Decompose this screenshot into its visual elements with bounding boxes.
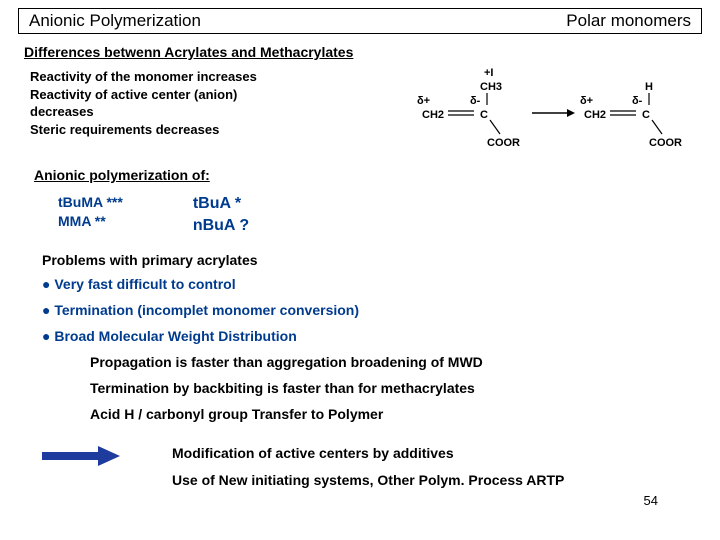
chemical-diagram: +I CH3 δ+ δ- CH2 C COOR H δ+ δ- CH2 C CO… xyxy=(412,64,692,159)
arrow-icon xyxy=(42,446,122,466)
header-left: Anionic Polymerization xyxy=(29,11,201,31)
reactivity-line: decreases xyxy=(30,103,257,121)
svg-text:C: C xyxy=(480,109,488,121)
svg-text:CH2: CH2 xyxy=(584,109,606,121)
monomer-col-2: tBuA * nBuA ? xyxy=(193,193,249,236)
monomer-col-1: tBuMA *** MMA ** xyxy=(58,193,123,236)
svg-text:+I: +I xyxy=(484,67,493,79)
header-box: Anionic Polymerization Polar monomers xyxy=(18,8,702,34)
bullet-item: ● Very fast difficult to control xyxy=(42,276,702,292)
monomer-item: tBuMA *** xyxy=(58,193,123,212)
molecule-svg: +I CH3 δ+ δ- CH2 C COOR H δ+ δ- CH2 C CO… xyxy=(412,64,692,154)
svg-text:δ-: δ- xyxy=(470,95,481,107)
bottom-section: Modification of active centers by additi… xyxy=(42,440,702,493)
svg-text:δ-: δ- xyxy=(632,95,643,107)
svg-text:δ+: δ+ xyxy=(417,95,430,107)
bullet-item: ● Termination (incomplet monomer convers… xyxy=(42,302,702,318)
svg-text:H: H xyxy=(645,81,653,93)
sub-line: Acid H / carbonyl group Transfer to Poly… xyxy=(90,406,702,422)
bullet-item: ● Broad Molecular Weight Distribution xyxy=(42,328,702,344)
reactivity-block: Reactivity of the monomer increases Reac… xyxy=(30,68,257,138)
svg-text:δ+: δ+ xyxy=(580,95,593,107)
sub-line: Propagation is faster than aggregation b… xyxy=(90,354,702,370)
sub-line: Termination by backbiting is faster than… xyxy=(90,380,702,396)
header-right: Polar monomers xyxy=(566,11,691,31)
svg-text:COOR: COOR xyxy=(649,137,682,149)
bottom-text: Modification of active centers by additi… xyxy=(172,440,564,493)
monomer-item: nBuA ? xyxy=(193,215,249,237)
svg-text:C: C xyxy=(642,109,650,121)
section-title: Differences betwenn Acrylates and Methac… xyxy=(24,44,702,60)
bottom-line: Use of New initiating systems, Other Pol… xyxy=(172,467,564,494)
reactivity-line: Steric requirements decreases xyxy=(30,121,257,139)
bottom-line: Modification of active centers by additi… xyxy=(172,440,564,467)
problems-title: Problems with primary acrylates xyxy=(42,252,702,268)
subsection-title: Anionic polymerization of: xyxy=(34,167,702,183)
reactivity-line: Reactivity of the monomer increases xyxy=(30,68,257,86)
monomer-list: tBuMA *** MMA ** tBuA * nBuA ? xyxy=(58,193,702,236)
reactivity-line: Reactivity of active center (anion) xyxy=(30,86,257,104)
top-row: Reactivity of the monomer increases Reac… xyxy=(18,68,702,159)
svg-text:CH3: CH3 xyxy=(480,81,502,93)
page-number: 54 xyxy=(644,493,658,508)
monomer-item: MMA ** xyxy=(58,212,123,231)
monomer-item: tBuA * xyxy=(193,193,249,215)
svg-text:COOR: COOR xyxy=(487,137,520,149)
svg-text:CH2: CH2 xyxy=(422,109,444,121)
